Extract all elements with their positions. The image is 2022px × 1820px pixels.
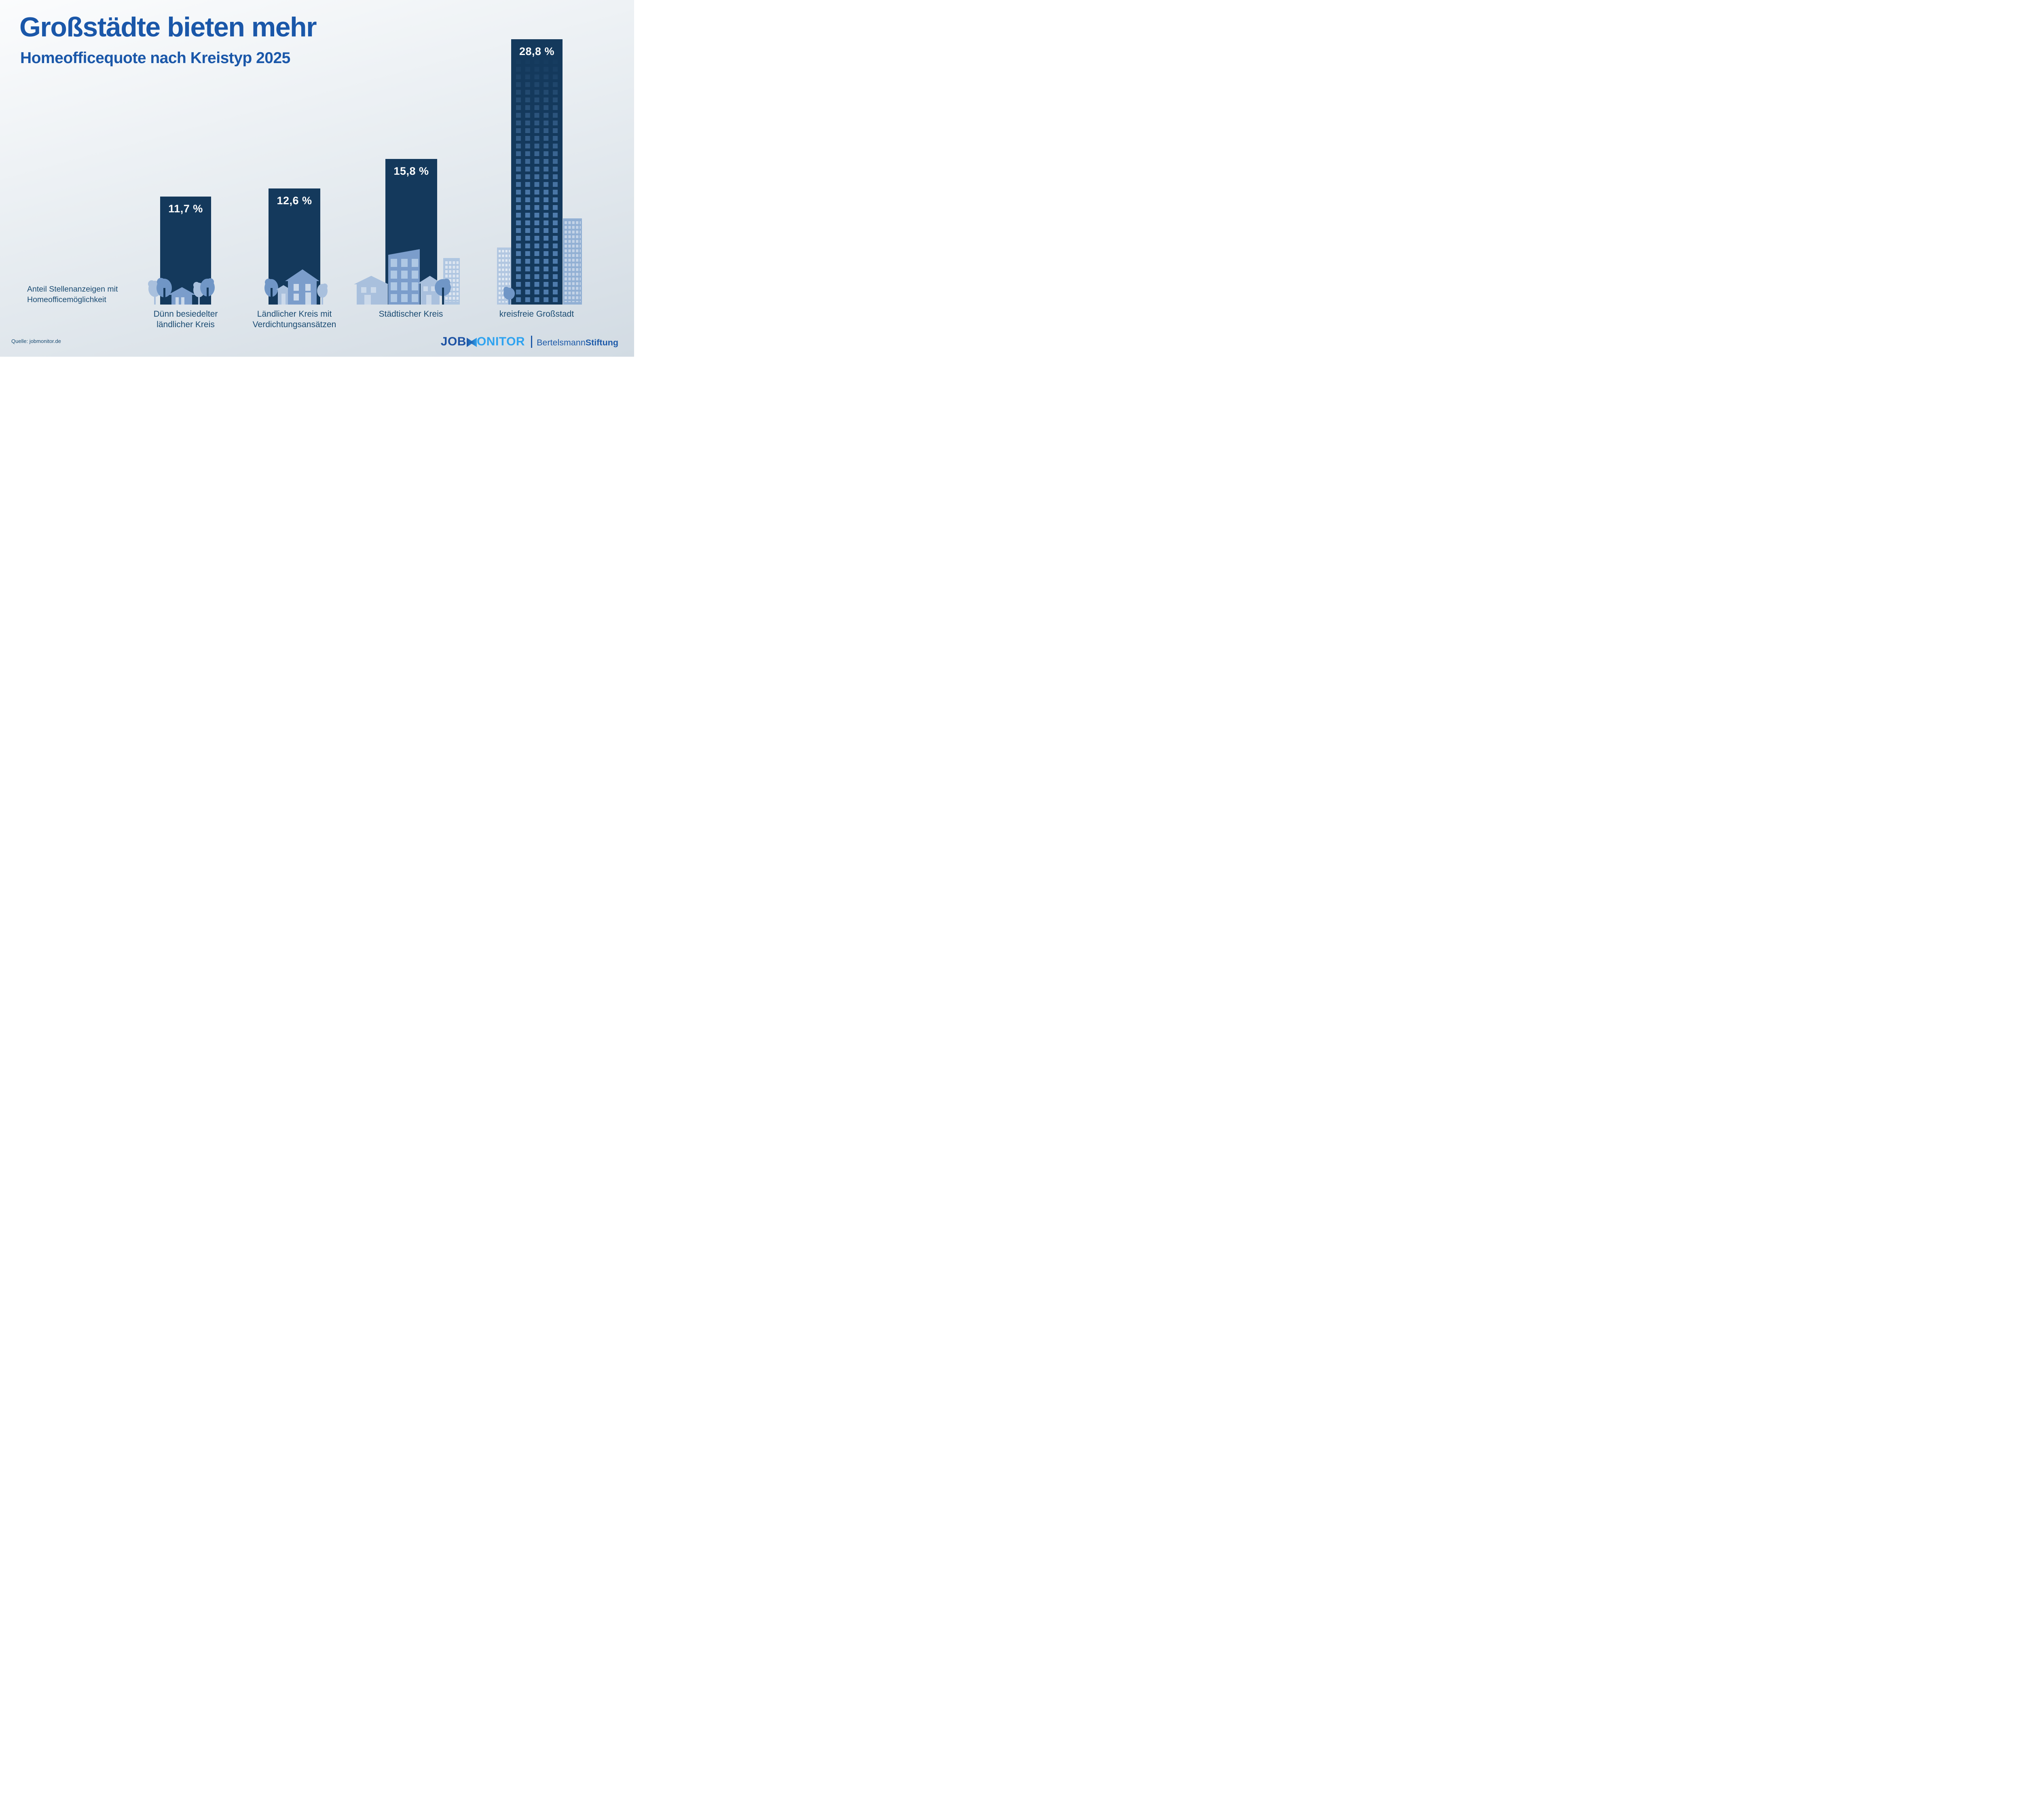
category-label: Dünn besiedelter ländlicher Kreis bbox=[125, 309, 246, 330]
jobmonitor-logo: JOB ONITOR bbox=[441, 336, 525, 348]
axis-annotation-line2: Homeofficemöglichkeit bbox=[27, 295, 106, 304]
bar-value-label: 28,8 % bbox=[519, 45, 555, 57]
bar-laendlicher-kreis-mit-verdichtungsansaetzen: 12,6 % bbox=[269, 188, 320, 305]
page-title: Großstädte bieten mehr bbox=[19, 12, 317, 42]
jobmonitor-logo-job: JOB bbox=[440, 335, 466, 348]
category-label-line: Städtischer Kreis bbox=[379, 309, 443, 319]
bar-value-label: 11,7 % bbox=[168, 203, 203, 215]
house-icon bbox=[354, 276, 389, 305]
building-icon bbox=[443, 258, 460, 305]
footer-logos: JOB ONITOR BertelsmannStiftung bbox=[441, 334, 618, 348]
category-label-line: kreisfreie Großstadt bbox=[499, 309, 574, 319]
source-note: Quelle: jobmonitor.de bbox=[11, 338, 61, 344]
bar-value-label: 12,6 % bbox=[277, 195, 312, 207]
category-label-line: Verdichtungsansätzen bbox=[252, 320, 336, 329]
axis-annotation: Anteil Stellenanzeigen mit Homeofficemög… bbox=[27, 284, 118, 305]
bar-staedtischer-kreis: 15,8 % bbox=[385, 159, 437, 305]
category-label: Städtischer Kreis bbox=[350, 309, 472, 320]
page-subtitle: Homeofficequote nach Kreistyp 2025 bbox=[20, 49, 290, 67]
jobmonitor-m-icon bbox=[466, 338, 477, 347]
building-icon bbox=[497, 248, 511, 305]
tree-icon bbox=[360, 283, 373, 305]
bar-duenn-besiedelter-laendlicher-kreis: 11,7 % bbox=[160, 197, 211, 305]
logo-separator bbox=[531, 336, 533, 348]
bertelsmann-logo-name: Bertelsmann bbox=[537, 338, 586, 347]
building-icon bbox=[563, 218, 582, 305]
jobmonitor-logo-onitor: ONITOR bbox=[476, 335, 525, 348]
bertelsmann-stiftung-logo: BertelsmannStiftung bbox=[537, 338, 618, 347]
bertelsmann-logo-suffix: Stiftung bbox=[585, 338, 618, 347]
axis-annotation-line1: Anteil Stellenanzeigen mit bbox=[27, 285, 118, 294]
bar-value-label: 15,8 % bbox=[393, 165, 429, 177]
bar-kreisfreie-grossstadt: 28,8 % bbox=[511, 39, 563, 305]
category-label: Ländlicher Kreis mit Verdichtungsansätze… bbox=[234, 309, 355, 330]
category-label-line: Dünn besiedelter bbox=[153, 309, 218, 319]
category-label: kreisfreie Großstadt bbox=[476, 309, 597, 320]
category-label-line: Ländlicher Kreis mit bbox=[257, 309, 332, 319]
category-label-line: ländlicher Kreis bbox=[157, 320, 215, 329]
tree-icon bbox=[435, 279, 451, 305]
infographic-canvas: Großstädte bieten mehr Homeofficequote n… bbox=[0, 0, 634, 357]
